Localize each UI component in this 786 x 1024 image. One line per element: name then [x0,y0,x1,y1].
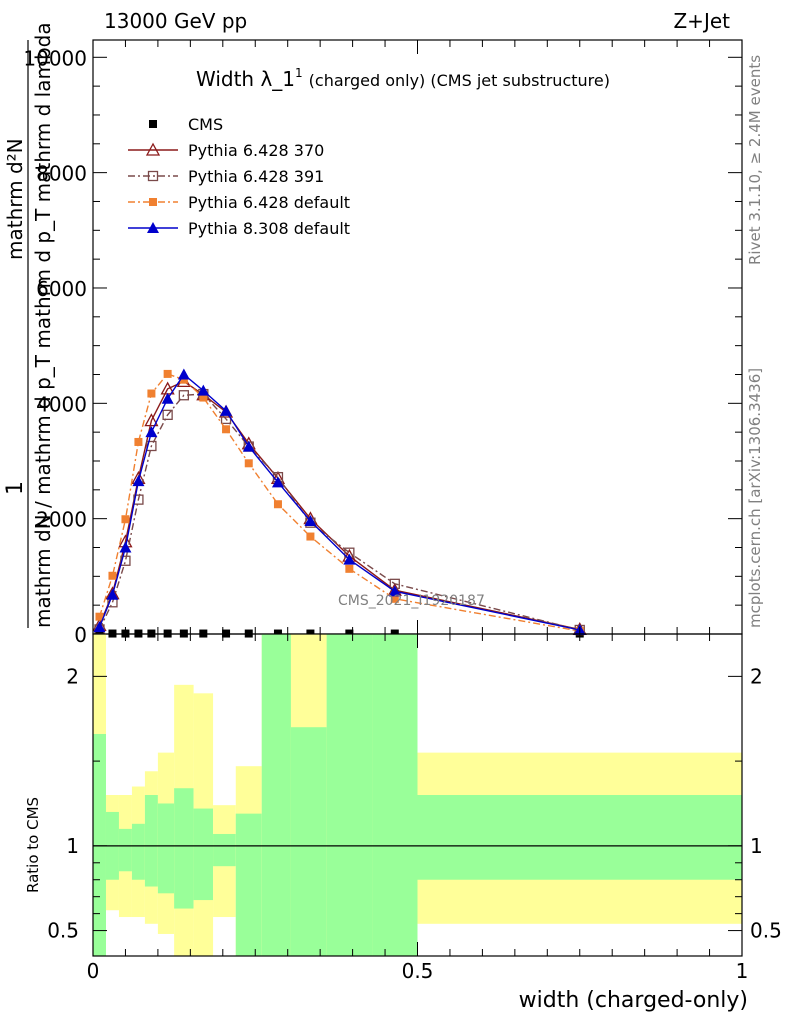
ratio-y-tick-label: 2 [66,664,79,688]
ratio-band-green [131,823,145,880]
data-point-pythia-8-308-default [343,553,356,565]
data-point-pythia-6-428-default [179,375,188,384]
ratio-band-green [372,634,418,956]
ratio-frame: 0.5 0.51 12 20 0.5 1 [47,633,782,983]
ratio-band-green [261,634,291,956]
data-point-pythia-8-308-default [177,368,190,380]
legend-marker-pythia-6-428-370 [145,142,161,156]
data-point-pythia-8-308-default [145,426,158,438]
y-tick-label: 6000 [36,277,87,301]
y-tick-label: 0 [74,623,87,647]
ratio-band-green [235,813,262,956]
data-point-pythia-8-308-default [132,475,145,487]
ylabel-top: mathrm d²N [3,138,27,260]
plot-title-main: Width λ_1 [196,67,295,91]
x-tick-label: 0 [87,959,100,983]
plot-title: Width λ_11 (charged only) (CMS jet substr… [196,66,610,91]
data-point-pythia-8-308-default [304,514,317,526]
process-label: Z+Jet [673,9,730,33]
data-point-pythia-6-428-default [244,459,253,468]
data-point-pythia-6-428-default [95,612,104,621]
ratio-band-green [174,788,194,909]
legend-label-pythia-8-308-default: Pythia 8.308 default [188,219,350,238]
ratio-band-green [326,634,373,956]
ylabel-numerator: 1 [3,481,28,495]
data-point-pythia-6-428-default [222,425,231,434]
data-point-pythia-6-428-370 [144,413,159,427]
legend-label-cms: CMS [188,115,223,134]
data-point-pythia-8-308-default [93,621,106,633]
data-point-pythia-6-428-391 [178,390,190,401]
ratio-band-green [213,833,236,867]
data-point-pythia-8-308-default [388,585,401,597]
legend-label-pythia-6-428-default: Pythia 6.428 default [188,193,350,212]
ratio-band-green [118,828,132,872]
legend-marker-pythia-6-428-391 [147,170,159,182]
data-point-pythia-6-428-default [199,393,208,402]
main-frame: 0 2000 4000 6000 8000 10000 [23,39,743,647]
legend-marker-pythia-6-428-default [149,198,157,206]
y-tick-label: 8000 [36,162,87,186]
ratio-y-tick-label-right: 0.5 [750,919,782,943]
ratio-ylabel: Ratio to CMS [24,797,42,893]
legend: CMS Pythia 6.428 370 Pythia 6.428 391 Pythi… [128,115,350,238]
x-tick-label: 1 [736,959,749,983]
main-ylabel: 1 mathrm dN / mathrm d p_T mathrm d p_T … [3,22,55,628]
data-point-pythia-6-428-default [273,500,282,509]
y-tick-label: 10000 [23,46,87,70]
data-point-pythia-8-308-default [197,384,210,396]
ratio-band-green [144,795,158,887]
data-point-pythia-8-308-default [220,404,233,416]
data-point-pythia-6-428-default [108,571,117,580]
data-point-pythia-8-308-default [271,476,284,488]
ratio-band-green [290,727,327,956]
ratio-band-green [417,795,742,880]
ratio-y-tick-label-right: 2 [750,664,763,688]
ratio-band-green [193,808,214,901]
plot-title-rest: (charged only) (CMS jet substructure) [309,71,610,90]
ylabel-denominator: mathrm dN / mathrm d p_T mathrm d p_T ma… [31,22,55,628]
data-point-pythia-6-428-default [390,594,399,603]
rivet-version-label: Rivet 3.1.10, ≥ 2.4M events [746,55,764,265]
ratio-band-green [93,733,106,956]
plot-title-sup: 1 [295,66,303,80]
data-point-pythia-6-428-default [121,515,130,524]
data-point-pythia-6-428-391 [146,440,157,452]
legend-marker-cms [149,120,157,128]
data-point-pythia-6-428-391 [162,409,173,421]
x-tick-label: 0.5 [402,959,434,983]
x-axis-label: width (charged-only) [519,988,748,1013]
legend-label-pythia-6-428-370: Pythia 6.428 370 [188,141,324,160]
data-point-pythia-6-428-default [147,389,156,398]
data-point-pythia-6-428-default [134,437,143,446]
legend-label-pythia-6-428-391: Pythia 6.428 391 [188,167,324,186]
data-point-pythia-8-308-default [242,440,255,452]
data-point-pythia-6-428-default [163,369,172,378]
data-point-pythia-8-308-default [119,541,132,553]
ratio-band-green [157,803,175,894]
y-tick-label: 2000 [36,508,87,532]
ratio-plot-area [93,634,742,956]
energy-label: 13000 GeV pp [104,9,247,33]
ratio-y-tick-label: 0.5 [47,919,79,943]
mcplots-label: mcplots.cern.ch [arXiv:1306.3436] [746,368,764,628]
analysis-watermark: CMS_2021_I1920187 [338,593,485,609]
ratio-y-tick-label-right: 1 [750,834,763,858]
data-point-pythia-6-428-391 [133,494,144,505]
legend-marker-pythia-8-308-default [147,222,159,233]
ratio-y-tick-label: 1 [66,834,79,858]
data-point-pythia-6-428-default [306,532,315,541]
y-tick-label: 4000 [36,392,87,416]
data-point-pythia-8-308-default [106,588,119,600]
data-point-pythia-8-308-default [161,392,174,404]
data-point-pythia-6-428-391 [120,555,131,566]
data-point-pythia-6-428-default [345,564,354,573]
